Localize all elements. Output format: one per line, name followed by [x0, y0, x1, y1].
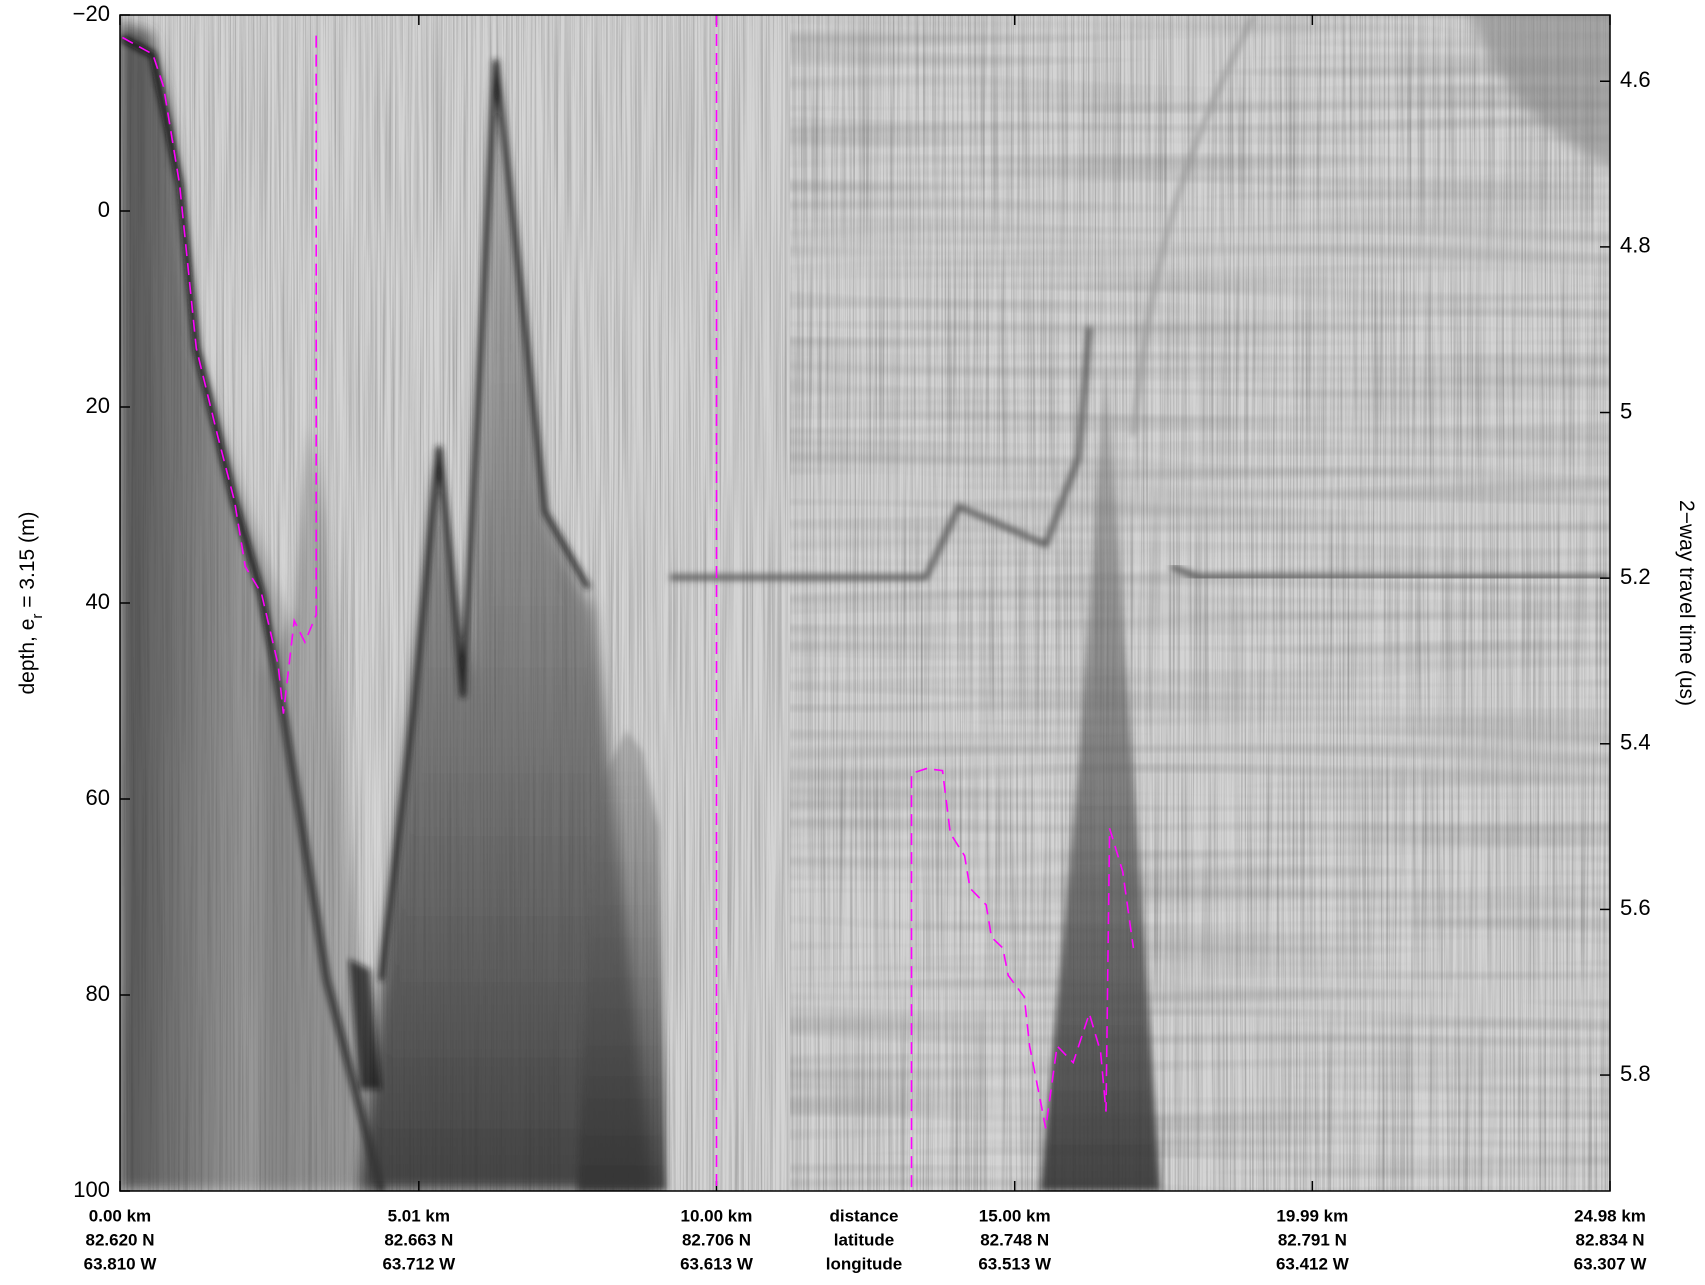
latitude-label: 82.620 N — [86, 1230, 155, 1249]
x-tick-label: 19.99 km — [1276, 1206, 1348, 1225]
row-label: distance — [830, 1206, 899, 1225]
latitude-label: 82.791 N — [1278, 1230, 1347, 1249]
y-tick-label: 20 — [86, 393, 110, 418]
y2-axis-label: 2−way travel time (us) — [1675, 500, 1698, 706]
longitude-label: 63.412 W — [1276, 1254, 1350, 1273]
y2-tick-label: 5.8 — [1620, 1061, 1651, 1086]
y-label-text: depth, e — [16, 619, 39, 695]
y-tick-label: −20 — [73, 1, 110, 26]
plot-frame — [119, 14, 1611, 1192]
latitude-label: 82.706 N — [682, 1230, 751, 1249]
y-axis-label: depth, er = 3.15 (m) — [16, 511, 46, 694]
x-tick-label: 0.00 km — [89, 1206, 151, 1225]
longitude-label: 63.712 W — [382, 1254, 456, 1273]
y-label-subscript: r — [29, 614, 46, 619]
x-tick-label: 10.00 km — [681, 1206, 753, 1225]
plot-area: −20 0 20 40 60 80 100 4.6 4.8 5 5.2 5.4 5.6 5.8 0.00 k… — [73, 1, 1651, 1274]
longitude-label: 63.613 W — [680, 1254, 754, 1273]
latitude-label: 82.834 N — [1576, 1230, 1645, 1249]
longitude-label: 63.810 W — [84, 1254, 158, 1273]
longitude-label: 63.513 W — [978, 1254, 1052, 1273]
y-tick-label: 100 — [73, 1177, 110, 1202]
y-tick-label: 0 — [98, 197, 110, 222]
echogram — [120, 15, 1610, 1191]
y2-tick-label: 4.6 — [1620, 67, 1651, 92]
y-tick-label: 80 — [86, 981, 110, 1006]
y-tick-label: 60 — [86, 785, 110, 810]
latitude-label: 82.663 N — [384, 1230, 453, 1249]
x-tick-label: 5.01 km — [388, 1206, 450, 1225]
y2-tick-label: 5 — [1620, 398, 1632, 423]
x-tick-label: 15.00 km — [979, 1206, 1051, 1225]
longitude-label: 63.307 W — [1574, 1254, 1648, 1273]
y2-tick-label: 5.6 — [1620, 895, 1651, 920]
y2-tick-label: 4.8 — [1620, 233, 1651, 258]
row-label: latitude — [834, 1230, 894, 1249]
latitude-label: 82.748 N — [980, 1230, 1049, 1249]
y-tick-label: 40 — [86, 589, 110, 614]
y2-tick-label: 5.2 — [1620, 564, 1651, 589]
x-tick-label: 24.98 km — [1574, 1206, 1646, 1225]
pick-line — [122, 15, 1135, 1191]
y-label-rest: = 3.15 (m) — [16, 511, 39, 613]
y2-tick-label: 5.4 — [1620, 730, 1651, 755]
row-label: longitude — [826, 1254, 902, 1273]
